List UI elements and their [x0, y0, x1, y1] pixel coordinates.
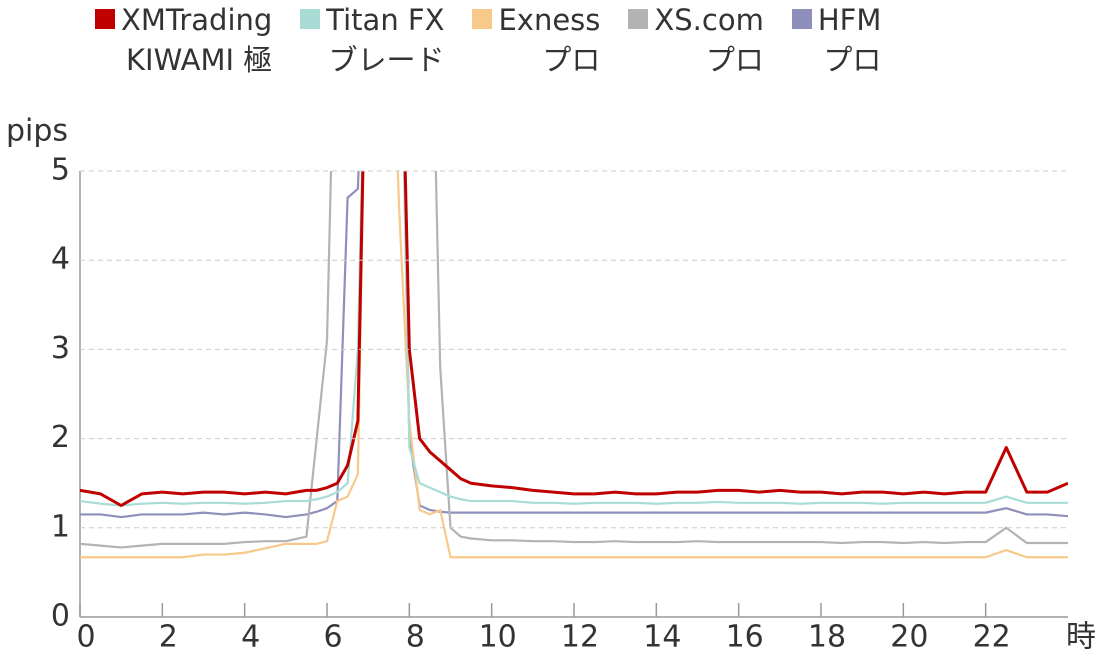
x-tick-label: 10: [479, 620, 517, 655]
series-line: [80, 171, 1068, 507]
x-tick-label: 6: [323, 620, 342, 655]
legend-item: Exness プロ: [472, 0, 600, 80]
legend-item: XS.com プロ: [628, 0, 764, 80]
legend-label: Titan FX ブレード: [326, 3, 445, 77]
series-line: [80, 171, 1068, 549]
y-tick-label: 1: [51, 509, 70, 544]
legend-swatch: [472, 9, 493, 29]
y-tick-label: 5: [51, 153, 70, 188]
y-tick-label: 0: [51, 599, 70, 634]
legend-swatch: [628, 9, 649, 29]
plot-area: [80, 171, 1068, 559]
legend-item: HFM プロ: [791, 0, 882, 80]
x-tick-label: 8: [406, 620, 425, 655]
legend-item: Titan FX ブレード: [300, 0, 444, 80]
x-tick-label: 2: [159, 620, 178, 655]
legend-label: XMTrading KIWAMI 極: [121, 3, 273, 77]
x-tick-label: 14: [643, 620, 681, 655]
x-tick-label: 0: [76, 620, 95, 655]
legend-label: XS.com プロ: [654, 3, 764, 77]
x-tick-label: 4: [241, 620, 260, 655]
legend-swatch: [300, 9, 321, 29]
legend-swatch: [95, 9, 115, 29]
y-tick-label: 2: [51, 420, 70, 455]
y-tick-label: 3: [51, 331, 70, 366]
x-tick-label: 20: [890, 620, 928, 655]
y-axis-label: pips: [6, 114, 68, 149]
series-line: [80, 171, 1068, 559]
x-tick-label: 12: [561, 620, 599, 655]
legend-label: Exness プロ: [498, 3, 601, 77]
legend-item: XMTrading KIWAMI 極: [95, 0, 272, 80]
legend: XMTrading KIWAMI 極 Titan FX ブレード Exness プロ…: [95, 0, 881, 80]
legend-label: HFM プロ: [817, 3, 882, 77]
legend-swatch: [791, 9, 812, 29]
x-axis-label: 時: [1066, 620, 1096, 655]
x-tick-label: 16: [726, 620, 764, 655]
x-tick-label: 18: [808, 620, 846, 655]
x-tick-label: 22: [973, 620, 1011, 655]
y-tick-label: 4: [51, 242, 70, 277]
series-line: [80, 171, 1068, 519]
series-line: [80, 171, 1068, 507]
